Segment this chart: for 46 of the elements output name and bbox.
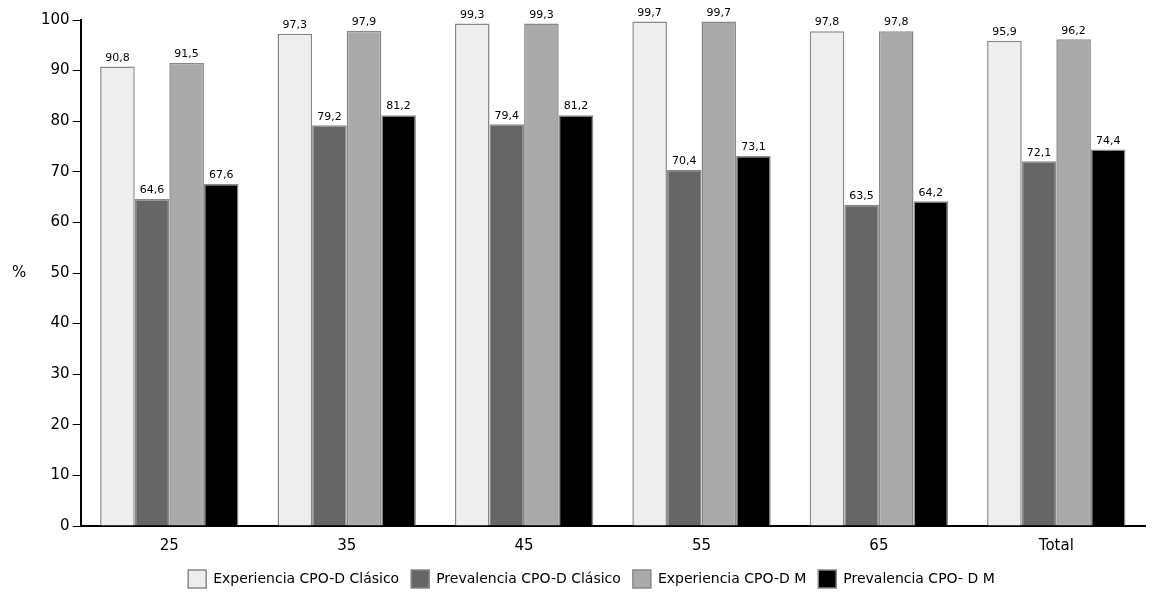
- data-label: 97,9: [351, 14, 377, 28]
- data-label: 90,8: [105, 50, 130, 64]
- legend-label: Experiencia CPO-D Clásico: [213, 569, 400, 586]
- data-label: 70,4: [671, 154, 697, 168]
- data-label: 81,2: [386, 99, 411, 113]
- data-label: 73,1: [741, 140, 766, 154]
- x-tick-label: Total: [1037, 535, 1074, 554]
- data-label: 97,3: [282, 18, 308, 32]
- data-label: 91,5: [174, 47, 199, 61]
- x-tick-label: 45: [514, 535, 534, 554]
- y-tick-label: 80: [50, 111, 70, 130]
- y-tick-label: 40: [50, 313, 70, 332]
- data-label: 96,2: [1061, 23, 1086, 37]
- data-label: 95,9: [992, 25, 1017, 39]
- data-label: 99,7: [706, 5, 732, 19]
- y-tick-label: 0: [60, 515, 70, 534]
- x-tick-label: 25: [159, 535, 179, 554]
- data-label: 79,4: [494, 108, 520, 122]
- y-tick-label: 90: [50, 60, 70, 79]
- data-label: 67,6: [208, 168, 234, 182]
- y-tick-label: 20: [50, 414, 70, 433]
- legend-label: Prevalencia CPO- D M: [843, 569, 995, 586]
- legend-label: Experiencia CPO-D M: [657, 569, 807, 586]
- data-label: 72,1: [1026, 145, 1052, 159]
- data-label: 64,6: [139, 183, 165, 197]
- x-tick-label: 65: [869, 535, 889, 554]
- data-label: 64,2: [918, 185, 944, 199]
- y-tick-label: 10: [50, 465, 70, 484]
- data-label: 81,2: [563, 99, 589, 113]
- y-tick-label: 70: [50, 161, 70, 180]
- data-label: 99,7: [637, 5, 662, 19]
- data-label: 97,8: [814, 15, 840, 29]
- y-tick-label: 60: [50, 212, 70, 231]
- y-tick-label: 30: [50, 364, 70, 383]
- y-tick-label: 100: [40, 9, 70, 28]
- data-label: 99,3: [529, 7, 554, 21]
- legend-label: Prevalencia CPO-D Clásico: [436, 569, 621, 586]
- data-label: 79,2: [317, 109, 342, 123]
- y-tick-label: 50: [50, 262, 70, 281]
- data-label: 99,3: [459, 7, 485, 21]
- data-label: 74,4: [1095, 133, 1121, 147]
- data-label: 97,8: [883, 15, 909, 29]
- data-label: 63,5: [849, 189, 874, 203]
- y-axis-title: %: [12, 262, 27, 281]
- x-tick-label: 35: [337, 535, 357, 554]
- x-tick-label: 55: [691, 535, 712, 554]
